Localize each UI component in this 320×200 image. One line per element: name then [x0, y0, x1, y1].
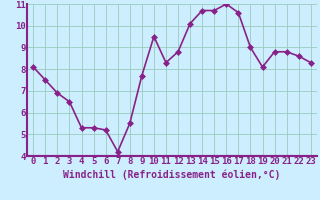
- X-axis label: Windchill (Refroidissement éolien,°C): Windchill (Refroidissement éolien,°C): [63, 169, 281, 180]
